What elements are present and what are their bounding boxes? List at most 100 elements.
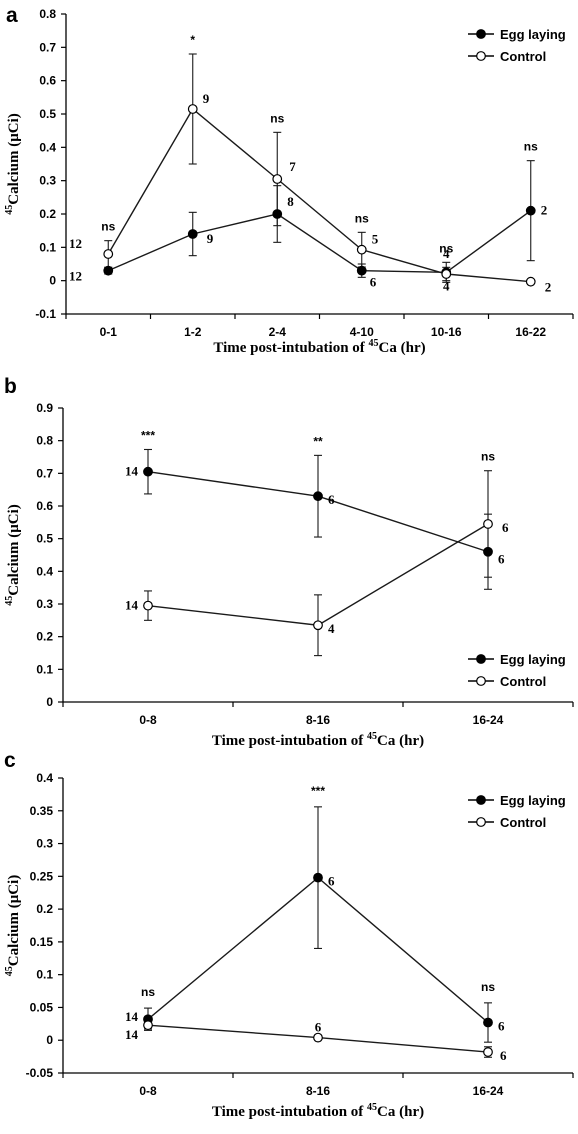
sample-size-label: 5 xyxy=(372,232,379,247)
sample-size-label: 4 xyxy=(443,278,450,293)
legend-marker xyxy=(476,676,486,686)
data-point-control xyxy=(313,1032,323,1043)
significance-label: ns xyxy=(481,980,495,994)
series-line-control xyxy=(107,107,531,283)
sample-size-label: 4 xyxy=(328,621,335,636)
y-tick-label: 0.5 xyxy=(39,107,56,121)
y-axis-title-text: Calcium (μCi) xyxy=(6,875,22,966)
y-tick-label: 0.2 xyxy=(36,902,53,916)
legend-marker xyxy=(476,795,486,805)
y-axis-title: 45Calcium (μCi) xyxy=(4,875,22,976)
sample-size-label: 14 xyxy=(125,598,139,613)
data-point-control xyxy=(441,269,452,279)
data-point-egg-laying xyxy=(483,546,493,557)
x-tick-label: 8-16 xyxy=(306,713,330,727)
legend-marker xyxy=(476,654,486,664)
y-tick-label: 0.4 xyxy=(39,140,56,154)
y-tick-label: 0.4 xyxy=(36,564,53,578)
sample-size-label: 6 xyxy=(328,874,335,889)
series-line-egg-laying xyxy=(107,210,532,274)
data-point-control xyxy=(483,519,493,529)
y-tick-label: -0.1 xyxy=(35,307,56,321)
y-tick-label: 0.1 xyxy=(39,240,56,254)
legend: Egg laying Control xyxy=(468,793,566,830)
data-point-egg-laying xyxy=(313,872,323,883)
sample-size-label: 7 xyxy=(289,159,296,174)
sample-size-label: 9 xyxy=(207,231,214,246)
x-axis-title: Time post-intubation of 45Ca (hr) xyxy=(212,731,424,749)
y-tick-label: 0.5 xyxy=(36,532,53,546)
significance-label: ns xyxy=(481,450,495,464)
data-point-control xyxy=(103,249,114,259)
y-axis-title-text: Calcium (μCi) xyxy=(6,113,22,204)
x-tick-label: 4-10 xyxy=(350,325,374,339)
y-tick-label: 0 xyxy=(46,695,53,709)
x-tick-label: 2-4 xyxy=(269,325,287,339)
x-axis-title: Time post-intubation of 45Ca (hr) xyxy=(213,338,425,356)
sample-size-label: 6 xyxy=(500,1048,507,1063)
sample-size-label: 12 xyxy=(69,269,82,284)
y-tick-label: 0.6 xyxy=(36,499,53,513)
y-tick-label: 0 xyxy=(49,274,56,288)
x-axis-title-text: Time post-intubation of xyxy=(212,733,367,749)
y-tick-label: 0.7 xyxy=(36,466,53,480)
significance-label: * xyxy=(190,33,195,47)
y-tick-label: 0.05 xyxy=(30,1000,54,1014)
significance-label: ns xyxy=(524,140,538,154)
legend-label: Control xyxy=(500,49,546,64)
sample-size-label: 14 xyxy=(125,464,139,479)
y-tick-label: 0.7 xyxy=(39,40,56,54)
data-point-egg-laying xyxy=(187,229,198,239)
significance-label: ns xyxy=(270,111,284,125)
significance-label: *** xyxy=(141,428,155,442)
x-tick-label: 0-8 xyxy=(139,1084,157,1098)
significance-label: ns xyxy=(101,220,115,234)
sample-size-label: 6 xyxy=(328,492,335,507)
y-tick-label: 0.15 xyxy=(30,935,54,949)
sample-size-label: 14 xyxy=(125,1027,139,1042)
data-point-egg-laying xyxy=(483,1017,493,1028)
sample-size-label: 8 xyxy=(287,194,294,209)
sample-size-label: 9 xyxy=(203,91,210,106)
legend-label: Control xyxy=(500,674,546,689)
x-axis-title-tail: Ca (hr) xyxy=(377,733,424,749)
chart-panel-a: a -0.1 0 0.1 0.2 0.3 0.4 0.5 0.6 0.7 0.8 0-1 1-2 2-4 4… xyxy=(4,4,574,356)
y-axis-title: 45Calcium (μCi) xyxy=(4,504,22,605)
significance-label: ** xyxy=(313,434,323,448)
data-point-control xyxy=(187,104,198,114)
legend-label: Control xyxy=(500,815,546,830)
data-point-egg-laying xyxy=(313,491,323,502)
y-tick-label: 0.8 xyxy=(39,7,56,21)
data-point-control xyxy=(143,1020,153,1031)
panel-letter: b xyxy=(4,375,17,398)
x-axis-title: Time post-intubation of 45Ca (hr) xyxy=(212,1102,424,1120)
y-tick-label: 0.2 xyxy=(36,630,53,644)
chart-panel-c: c -0.05 0 0.05 0.1 0.15 0.2 0.25 0.3 0.35 0.4 0-8 8-… xyxy=(4,749,574,1120)
y-tick-label: 0.3 xyxy=(36,597,53,611)
y-tick-label: 0.3 xyxy=(39,174,56,188)
data-point-control xyxy=(483,1047,493,1057)
data-point-control xyxy=(525,276,536,287)
legend-label: Egg laying xyxy=(500,793,566,808)
y-tick-label: 0.8 xyxy=(36,434,53,448)
sample-size-label: 2 xyxy=(545,280,552,295)
significance-label: ns xyxy=(439,241,453,255)
x-tick-label: 8-16 xyxy=(306,1084,330,1098)
significance-label: ns xyxy=(355,211,369,225)
y-axis-title: 45Calcium (μCi) xyxy=(4,113,22,214)
x-tick-label: 16-24 xyxy=(473,1084,504,1098)
legend-marker xyxy=(476,817,486,827)
legend: Egg laying Control xyxy=(468,652,566,689)
legend: Egg laying Control xyxy=(468,27,566,64)
x-tick-label: 0-8 xyxy=(139,713,157,727)
y-axis-title-superscript: 45 xyxy=(4,596,15,606)
data-point-egg-laying xyxy=(356,265,367,276)
sample-size-label: 2 xyxy=(541,203,548,218)
y-tick-label: 0.3 xyxy=(36,837,53,851)
x-tick-label: 1-2 xyxy=(184,325,202,339)
legend-marker xyxy=(476,29,486,39)
y-axis-title-text: Calcium (μCi) xyxy=(6,504,22,595)
x-axis-title-superscript: 45 xyxy=(367,731,377,742)
y-tick-label: 0.1 xyxy=(36,968,53,982)
